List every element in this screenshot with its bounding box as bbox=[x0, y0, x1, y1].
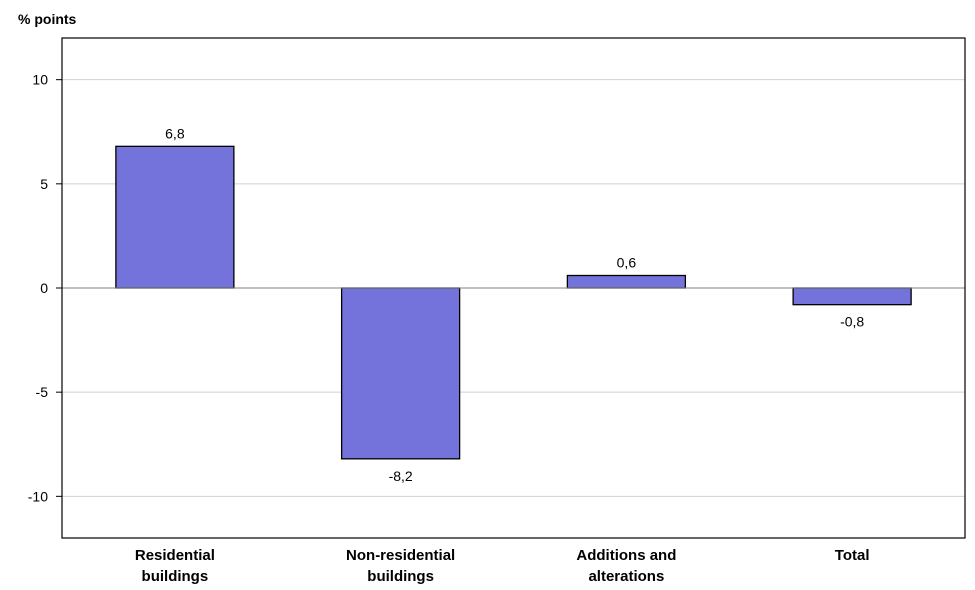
bar bbox=[115, 145, 235, 289]
y-axis-ticks: 10 5 0 -5 -10 bbox=[28, 72, 62, 504]
plot-frame bbox=[61, 37, 966, 539]
data-label: -8,2 bbox=[389, 468, 413, 484]
bar bbox=[792, 287, 912, 306]
category-label: buildings bbox=[367, 568, 434, 585]
y-tick-label: 0 bbox=[40, 280, 48, 296]
y-tick-label: -10 bbox=[28, 488, 48, 504]
y-axis-label: % points bbox=[18, 11, 77, 27]
y-tick-label: -5 bbox=[36, 384, 49, 400]
bars bbox=[115, 145, 912, 460]
y-tick-label: 5 bbox=[40, 176, 48, 192]
y-tick-label: 10 bbox=[32, 72, 48, 88]
category-label: Residential bbox=[135, 547, 215, 564]
data-label: -0,8 bbox=[840, 314, 864, 330]
category-label: Additions and bbox=[576, 547, 676, 564]
category-label: alterations bbox=[588, 568, 664, 585]
category-label: buildings bbox=[142, 568, 209, 585]
data-label: 0,6 bbox=[617, 255, 637, 271]
bar bbox=[340, 287, 461, 460]
bar bbox=[566, 274, 687, 289]
data-label: 6,8 bbox=[165, 125, 185, 141]
x-axis-categories: Residential buildings Non-residential build… bbox=[135, 547, 870, 585]
category-label: Total bbox=[835, 547, 870, 564]
data-labels: 6,8 -8,2 0,6 -0,8 bbox=[165, 125, 864, 484]
category-label: Non-residential bbox=[346, 547, 455, 564]
